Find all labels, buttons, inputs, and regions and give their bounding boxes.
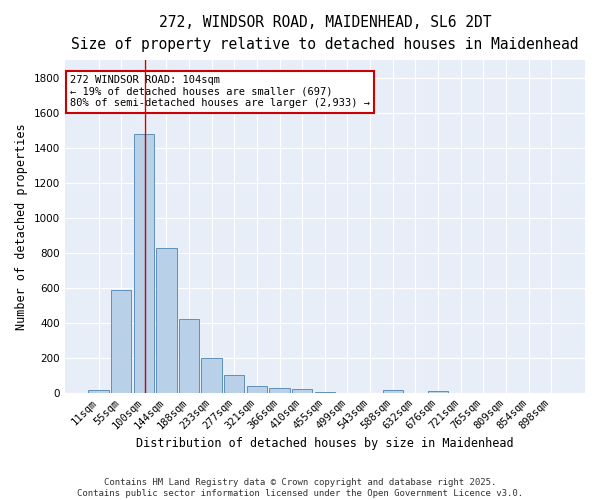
Bar xyxy=(156,248,176,393)
Bar xyxy=(383,390,403,393)
X-axis label: Distribution of detached houses by size in Maidenhead: Distribution of detached houses by size … xyxy=(136,437,514,450)
Text: 272 WINDSOR ROAD: 104sqm
← 19% of detached houses are smaller (697)
80% of semi-: 272 WINDSOR ROAD: 104sqm ← 19% of detach… xyxy=(70,76,370,108)
Title: 272, WINDSOR ROAD, MAIDENHEAD, SL6 2DT
Size of property relative to detached hou: 272, WINDSOR ROAD, MAIDENHEAD, SL6 2DT S… xyxy=(71,15,578,52)
Y-axis label: Number of detached properties: Number of detached properties xyxy=(15,124,28,330)
Text: Contains HM Land Registry data © Crown copyright and database right 2025.
Contai: Contains HM Land Registry data © Crown c… xyxy=(77,478,523,498)
Bar xyxy=(88,390,109,393)
Bar xyxy=(224,376,244,393)
Bar xyxy=(292,390,313,393)
Bar xyxy=(202,358,222,393)
Bar xyxy=(179,320,199,393)
Bar xyxy=(269,388,290,393)
Bar xyxy=(134,134,154,393)
Bar xyxy=(314,392,335,393)
Bar xyxy=(428,391,448,393)
Bar xyxy=(111,290,131,393)
Bar xyxy=(247,386,267,393)
